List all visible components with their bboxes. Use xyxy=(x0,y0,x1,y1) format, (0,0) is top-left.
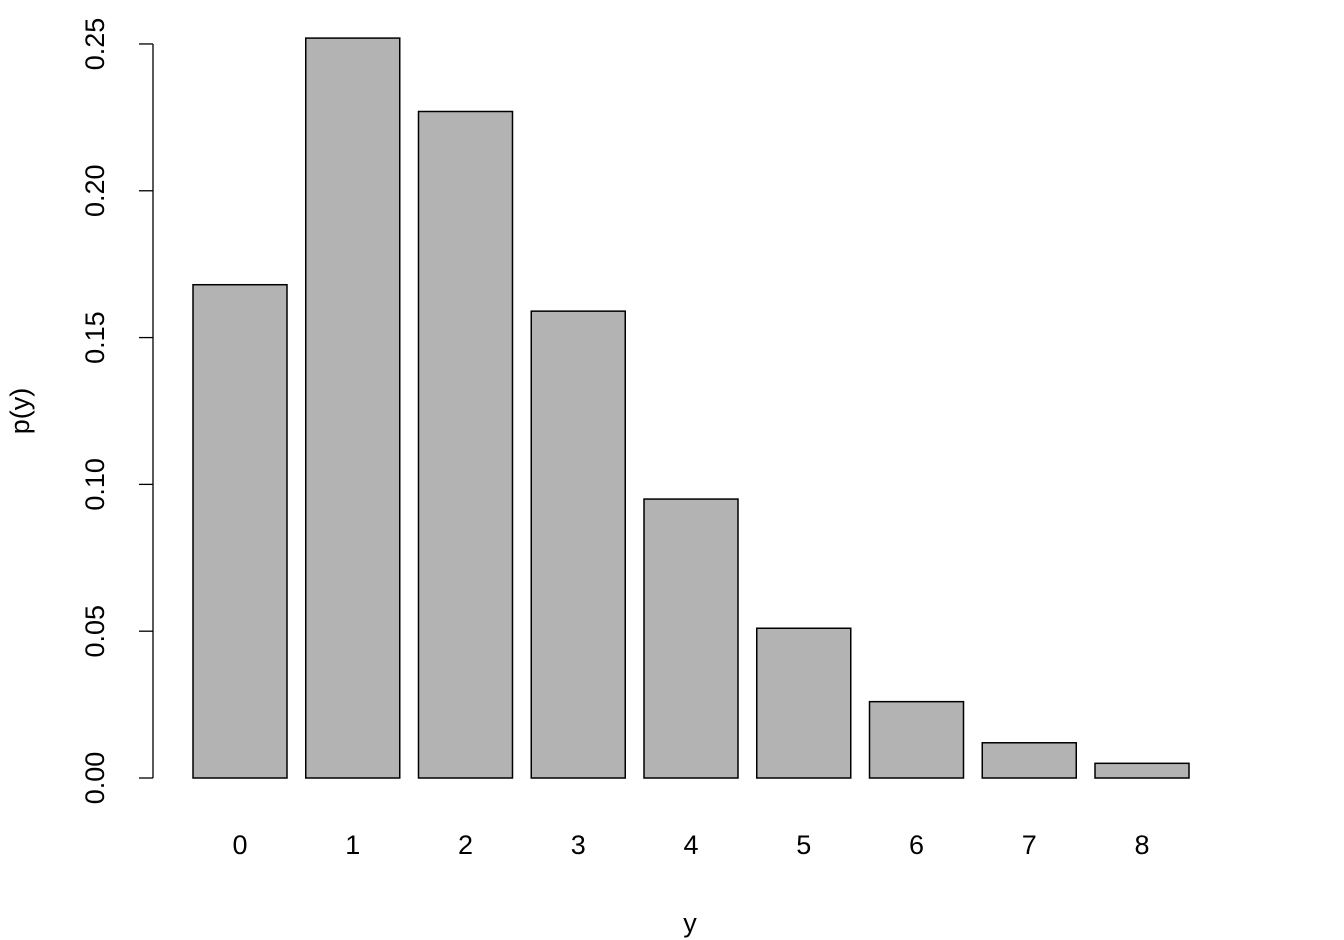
y-tick-label: 0.20 xyxy=(80,164,110,217)
y-axis-label: p(y) xyxy=(5,388,35,435)
bar xyxy=(417,110,514,779)
x-tick-label: 2 xyxy=(458,830,473,860)
bar xyxy=(756,627,852,779)
bar xyxy=(305,37,401,779)
y-tick-label: 0.05 xyxy=(80,605,110,658)
x-tick-label: 7 xyxy=(1022,830,1037,860)
x-tick-label: 4 xyxy=(683,830,698,860)
bar xyxy=(643,498,739,779)
y-tick-label: 0.25 xyxy=(80,18,110,71)
y-tick-label: 0.15 xyxy=(80,311,110,364)
x-tick-label: 6 xyxy=(909,830,924,860)
x-tick-label: 5 xyxy=(796,830,811,860)
bar xyxy=(192,283,288,779)
x-tick-label: 1 xyxy=(345,830,360,860)
x-tick-label: 0 xyxy=(232,830,247,860)
x-tick-label: 3 xyxy=(571,830,586,860)
y-tick-label: 0.10 xyxy=(80,458,110,511)
bar xyxy=(530,310,626,779)
bar xyxy=(981,742,1077,779)
bar xyxy=(868,700,965,779)
bar xyxy=(1094,762,1190,779)
x-axis-label: y xyxy=(683,908,697,938)
x-tick-label: 8 xyxy=(1134,830,1149,860)
y-tick-label: 0.00 xyxy=(80,752,110,805)
